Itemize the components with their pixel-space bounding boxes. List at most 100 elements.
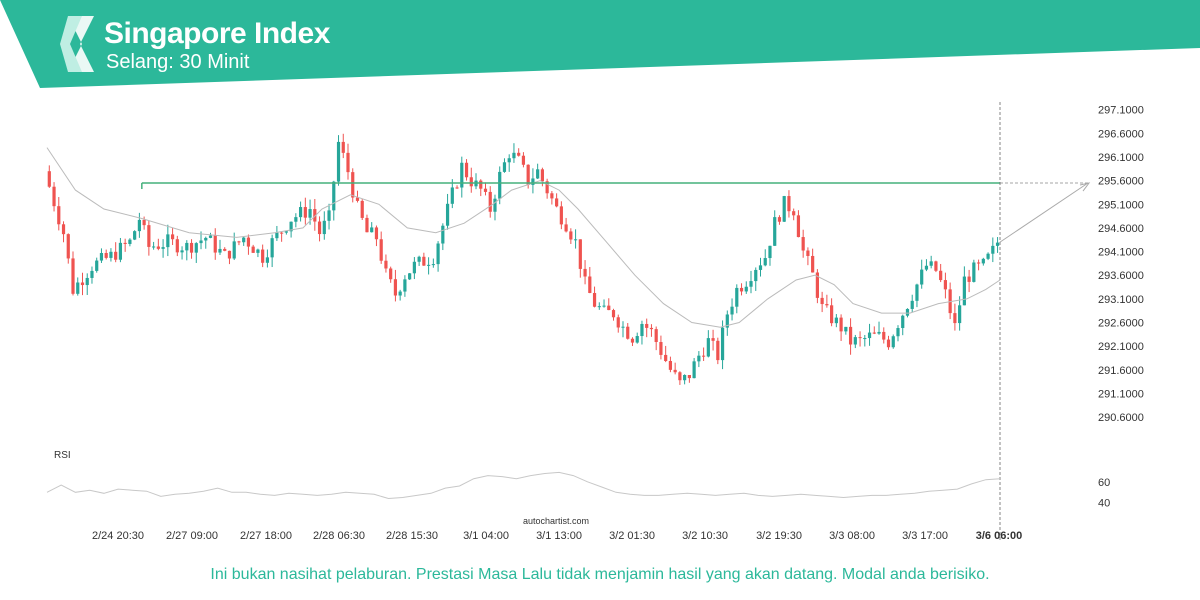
time-tick-label: 3/2 19:30	[756, 530, 802, 542]
candle-body	[170, 234, 175, 240]
candle-body	[251, 246, 255, 253]
candle-body	[521, 155, 526, 165]
candle-body	[194, 243, 198, 253]
disclaimer: Ini bukan nasihat pelaburan. Prestasi Ma…	[210, 566, 990, 583]
time-tick-label: 3/1 04:00	[463, 530, 509, 542]
time-tick-label: 3/2 10:30	[682, 530, 728, 542]
candle-body	[834, 317, 838, 324]
price-tick-label: 292.1000	[1098, 341, 1144, 353]
candle-body	[99, 253, 104, 261]
candle-body	[227, 250, 232, 259]
candle-body	[882, 331, 886, 340]
candle-body	[479, 180, 483, 189]
candle-body	[498, 171, 502, 199]
candle-body	[801, 237, 805, 251]
time-tick-label: 3/3 08:00	[829, 530, 875, 542]
candle-body	[806, 250, 810, 256]
price-tick-label: 295.1000	[1098, 199, 1144, 211]
candle-body	[346, 152, 350, 173]
candle-body	[289, 221, 293, 232]
time-tick-label: 2/28 15:30	[386, 530, 438, 542]
price-tick-label: 297.1000	[1098, 105, 1144, 117]
rsi-label: RSI	[54, 450, 71, 461]
candle-body	[208, 235, 213, 238]
candle-body	[370, 227, 374, 233]
time-tick-label: 2/28 06:30	[313, 530, 365, 542]
candle-body	[754, 269, 758, 282]
candle-body	[939, 270, 943, 281]
candle-body	[526, 164, 530, 185]
candle-body	[123, 242, 127, 244]
candle-body	[607, 305, 611, 311]
candle-body	[469, 177, 473, 187]
candle-body	[545, 181, 549, 194]
candle-body	[232, 241, 236, 259]
candle-body	[280, 232, 284, 234]
chart-title: Singapore Index	[104, 17, 330, 50]
candle-body	[630, 338, 635, 343]
candle-body	[924, 265, 929, 270]
candle-body	[958, 305, 962, 324]
candle-body	[460, 162, 464, 188]
candle-body	[896, 328, 900, 337]
candle-body	[341, 141, 345, 153]
candle-body	[749, 281, 753, 287]
candle-body	[858, 337, 862, 339]
candle-body	[943, 280, 948, 290]
candle-body	[621, 326, 625, 328]
candle-body	[867, 332, 872, 339]
candle-body	[592, 292, 597, 307]
price-tick-label: 293.6000	[1098, 270, 1144, 282]
candle-body	[47, 171, 51, 187]
forecast-arrow-line	[999, 182, 1089, 243]
candle-body	[981, 258, 985, 264]
candle-body	[142, 219, 146, 226]
candle-body	[967, 276, 971, 282]
candle-body	[839, 317, 843, 332]
candle-body	[815, 272, 819, 298]
price-tick-label: 295.6000	[1098, 176, 1144, 188]
candle-body	[744, 286, 748, 292]
time-tick-label: 3/6 06:00	[976, 530, 1022, 542]
candle-body	[588, 276, 592, 293]
candle-body	[649, 327, 654, 330]
candle-body	[782, 196, 786, 222]
candle-body	[697, 355, 701, 362]
candle-body	[536, 169, 540, 179]
candle-body	[450, 187, 454, 204]
candle-body	[204, 237, 208, 241]
candle-body	[611, 310, 616, 318]
candle-body	[848, 326, 853, 345]
candle-body	[502, 162, 507, 172]
candle-body	[76, 282, 80, 294]
candle-body	[436, 243, 440, 265]
candle-body	[687, 375, 691, 379]
candle-body	[853, 337, 857, 345]
time-tick-label: 3/2 01:30	[609, 530, 655, 542]
candle-body	[246, 237, 251, 247]
price-axis: 297.1000 296.6000 296.1000 295.6000 295.1000…	[1098, 105, 1144, 424]
candle-body	[71, 258, 75, 294]
candlestick-series	[47, 133, 1000, 385]
candle-body	[61, 224, 66, 235]
time-tick-label: 3/3 17:00	[902, 530, 948, 542]
candle-body	[213, 235, 217, 253]
candle-body	[872, 332, 876, 334]
candle-body	[720, 327, 725, 361]
price-tick-label: 296.6000	[1098, 128, 1144, 140]
candle-body	[175, 239, 179, 253]
candle-body	[166, 234, 170, 248]
candle-body	[820, 297, 824, 305]
candle-body	[351, 172, 355, 198]
candle-body	[256, 249, 260, 253]
candle-body	[891, 336, 895, 348]
candle-body	[308, 209, 312, 218]
candle-body	[569, 231, 573, 240]
candle-body	[995, 242, 1000, 246]
price-tick-label: 293.1000	[1098, 294, 1144, 306]
rsi-tick-label: 40	[1098, 498, 1110, 510]
candle-body	[189, 242, 194, 253]
candle-body	[886, 339, 891, 348]
candle-body	[920, 269, 924, 285]
candle-body	[133, 231, 137, 240]
